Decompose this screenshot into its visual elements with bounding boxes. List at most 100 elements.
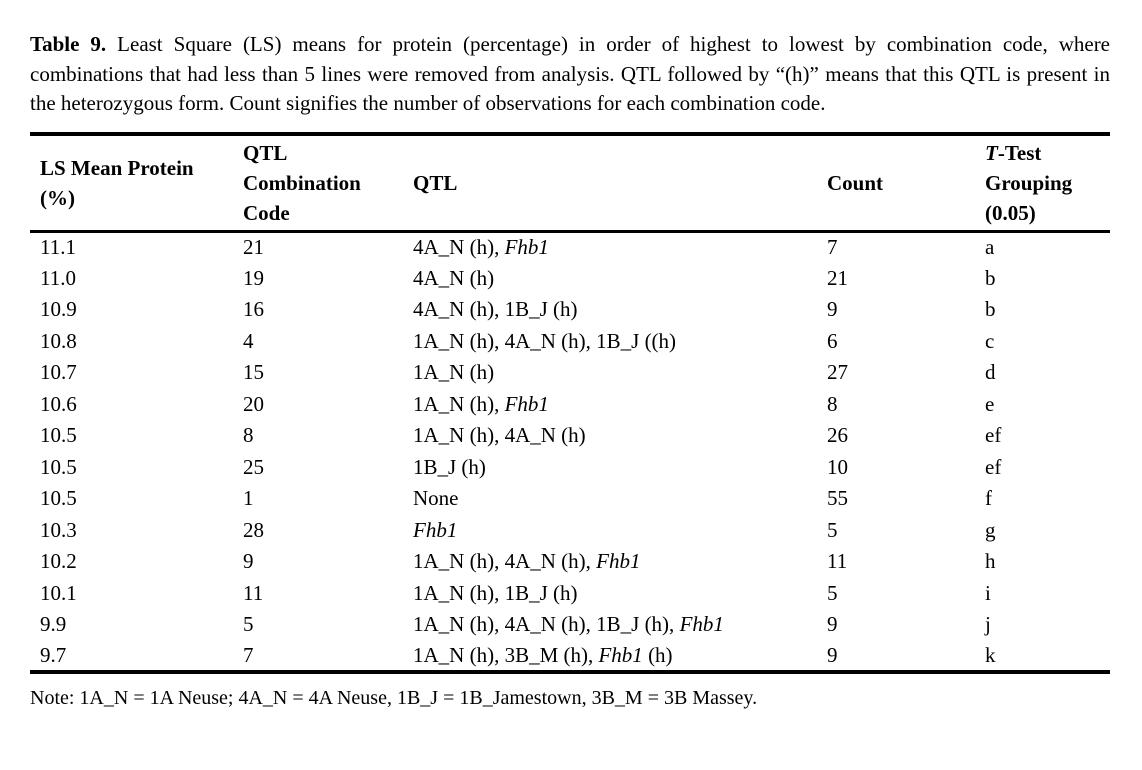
- text: h: [985, 549, 996, 574]
- count-cell: 55: [817, 483, 975, 515]
- text: 1A_N (h), 4A_N (h), 1B_J (h),: [413, 612, 680, 637]
- count-cell: 21: [817, 263, 975, 295]
- text: 10.1: [40, 580, 77, 605]
- code-cell: 9: [233, 546, 403, 578]
- text: b: [985, 265, 996, 290]
- text: 10: [827, 454, 848, 479]
- count-cell: 6: [817, 326, 975, 358]
- qtl-cell: 1A_N (h), 1B_J (h): [403, 578, 817, 610]
- count-cell: 9: [817, 609, 975, 641]
- table-row: 9.9 5 1A_N (h), 4A_N (h), 1B_J (h), Fhb1 9 j: [30, 609, 1110, 641]
- text: 10.9: [40, 297, 77, 322]
- text: 7: [243, 642, 254, 667]
- text: 9: [827, 297, 838, 322]
- count-cell: 5: [817, 515, 975, 547]
- code-cell: 1: [233, 483, 403, 515]
- count-cell: 9: [817, 641, 975, 673]
- text: 4A_N (h): [413, 265, 495, 290]
- italic-text: T: [985, 140, 998, 165]
- text: a: [985, 235, 995, 259]
- text: 28: [243, 517, 264, 542]
- grouping-cell: b: [975, 294, 1110, 326]
- text: 1B_J (h): [413, 454, 486, 479]
- text: (h): [642, 642, 673, 667]
- ls-mean-cell: 10.7: [30, 357, 233, 389]
- text: k: [985, 642, 996, 667]
- column-header-t-test-grouping: T-Test Grouping (0.05): [975, 133, 1110, 233]
- code-cell: 15: [233, 357, 403, 389]
- column-header-count: Count: [817, 133, 975, 233]
- text: 10.5: [40, 454, 77, 479]
- text: 21: [827, 265, 848, 290]
- table-caption-text: Least Square (LS) means for protein (per…: [30, 32, 1111, 115]
- grouping-cell: k: [975, 641, 1110, 673]
- table-row: 10.8 4 1A_N (h), 4A_N (h), 1B_J ((h) 6 c: [30, 326, 1110, 358]
- text: ef: [985, 454, 1002, 479]
- table-row: 9.7 7 1A_N (h), 3B_M (h), Fhb1 (h) 9 k: [30, 641, 1110, 673]
- table-note: Note: 1A_N = 1A Neuse; 4A_N = 4A Neuse, …: [30, 687, 758, 709]
- code-cell: 8: [233, 420, 403, 452]
- table-row: 10.5 25 1B_J (h) 10 ef: [30, 452, 1110, 484]
- text: 1A_N (h), 3B_M (h),: [413, 642, 599, 667]
- text: 10.3: [40, 517, 77, 542]
- qtl-cell: None: [403, 483, 817, 515]
- text: 10.5: [40, 423, 77, 448]
- column-header-ls-mean-protein: LS Mean Protein (%): [30, 133, 233, 233]
- text: -Test Grouping (0.05): [985, 140, 1073, 225]
- text: 26: [827, 423, 848, 448]
- text: 21: [243, 235, 264, 259]
- ls-mean-cell: 10.9: [30, 294, 233, 326]
- text: d: [985, 360, 996, 385]
- text: 9: [827, 642, 838, 667]
- qtl-cell: 4A_N (h), Fhb1: [403, 231, 817, 263]
- text: f: [985, 486, 992, 511]
- table-row: 10.7 15 1A_N (h) 27 d: [30, 357, 1110, 389]
- ls-mean-cell: 10.5: [30, 420, 233, 452]
- qtl-cell: 1A_N (h), 3B_M (h), Fhb1 (h): [403, 641, 817, 673]
- qtl-cell: 1A_N (h), 4A_N (h), 1B_J ((h): [403, 326, 817, 358]
- table-row: 10.2 9 1A_N (h), 4A_N (h), Fhb1 11 h: [30, 546, 1110, 578]
- text: 9.9: [40, 612, 67, 637]
- text: 1A_N (h), 1B_J (h): [413, 580, 578, 605]
- table-row: 10.3 28 Fhb1 5 g: [30, 515, 1110, 547]
- text: 1: [243, 486, 254, 511]
- italic-text: Fhb1: [596, 549, 641, 574]
- text: 27: [827, 360, 848, 385]
- text: 16: [243, 297, 264, 322]
- qtl-cell: 1A_N (h): [403, 357, 817, 389]
- grouping-cell: i: [975, 578, 1110, 610]
- text: 8: [827, 391, 838, 416]
- text: 6: [827, 328, 838, 353]
- code-cell: 7: [233, 641, 403, 673]
- qtl-cell: 1A_N (h), Fhb1: [403, 389, 817, 421]
- text: 19: [243, 265, 264, 290]
- text: b: [985, 297, 996, 322]
- text: 11.0: [40, 265, 76, 290]
- grouping-cell: g: [975, 515, 1110, 547]
- ls-mean-cell: 11.1: [30, 231, 233, 263]
- grouping-cell: ef: [975, 452, 1110, 484]
- code-cell: 28: [233, 515, 403, 547]
- code-cell: 21: [233, 231, 403, 263]
- grouping-cell: h: [975, 546, 1110, 578]
- text: 10.6: [40, 391, 77, 416]
- code-cell: 11: [233, 578, 403, 610]
- table-row: 10.9 16 4A_N (h), 1B_J (h) 9 b: [30, 294, 1110, 326]
- text: 15: [243, 360, 264, 385]
- table-row: 10.5 8 1A_N (h), 4A_N (h) 26 ef: [30, 420, 1110, 452]
- count-cell: 9: [817, 294, 975, 326]
- text: 1A_N (h), 4A_N (h),: [413, 549, 597, 574]
- text: LS Mean Protein (%): [40, 155, 194, 210]
- italic-text: Fhb1: [504, 391, 549, 416]
- table-row: 10.6 20 1A_N (h), Fhb1 8 e: [30, 389, 1110, 421]
- table-row: 10.1 11 1A_N (h), 1B_J (h) 5 i: [30, 578, 1110, 610]
- text: 4: [243, 328, 254, 353]
- italic-text: Fhb1: [413, 517, 458, 542]
- grouping-cell: b: [975, 263, 1110, 295]
- ls-mean-cell: 9.7: [30, 641, 233, 673]
- text: 10.2: [40, 549, 77, 574]
- grouping-cell: e: [975, 389, 1110, 421]
- code-cell: 19: [233, 263, 403, 295]
- code-cell: 4: [233, 326, 403, 358]
